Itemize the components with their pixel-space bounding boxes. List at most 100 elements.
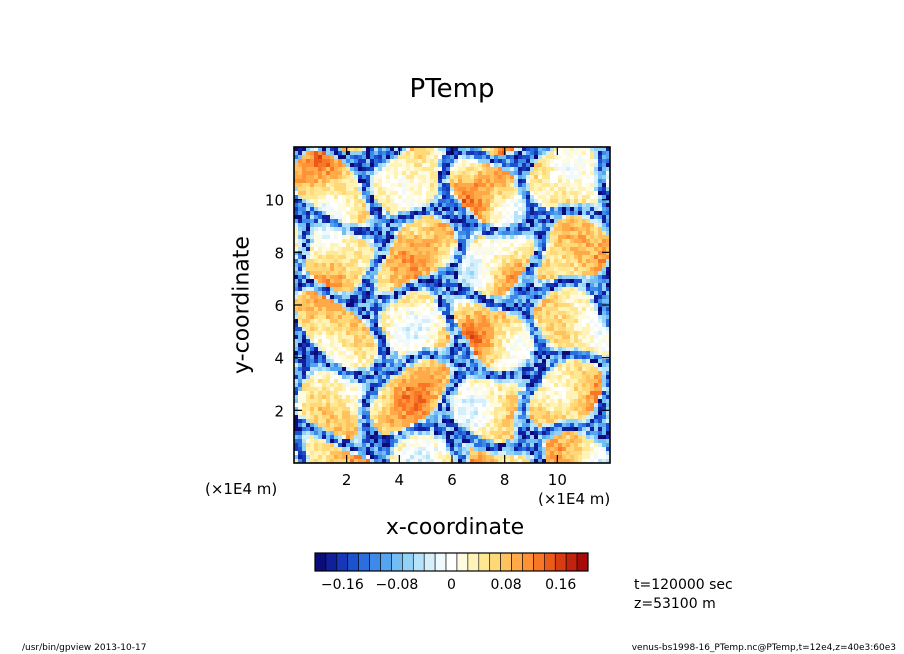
heatmap-cell: [358, 347, 363, 352]
heatmap-cell: [350, 419, 355, 424]
heatmap-cell: [470, 335, 475, 340]
heatmap-cell: [486, 351, 491, 356]
heatmap-cell: [470, 155, 475, 160]
heatmap-cell: [302, 239, 307, 244]
heatmap-cell: [522, 331, 527, 336]
heatmap-cell: [442, 295, 447, 300]
heatmap-cell: [506, 151, 511, 156]
heatmap-cell: [510, 351, 515, 356]
heatmap-cell: [294, 447, 299, 452]
heatmap-cell: [518, 447, 523, 452]
heatmap-cell: [502, 359, 507, 364]
heatmap-cell: [434, 287, 439, 292]
heatmap-cell: [506, 263, 511, 268]
heatmap-cell: [314, 443, 319, 448]
heatmap-cell: [410, 151, 415, 156]
heatmap-cell: [454, 271, 459, 276]
heatmap-cell: [446, 391, 451, 396]
heatmap-cell: [514, 151, 519, 156]
heatmap-cell: [518, 347, 523, 352]
heatmap-cell: [442, 311, 447, 316]
heatmap-cell: [422, 459, 427, 463]
heatmap-cell: [414, 227, 419, 232]
heatmap-cell: [346, 371, 351, 376]
heatmap-cell: [298, 211, 303, 216]
heatmap-cell: [514, 387, 519, 392]
heatmap-cell: [366, 255, 371, 260]
heatmap-cell: [314, 367, 319, 372]
heatmap-cell: [402, 283, 407, 288]
heatmap-cell: [462, 283, 467, 288]
heatmap-cell: [434, 399, 439, 404]
heatmap-cell: [398, 231, 403, 236]
heatmap-cell: [502, 179, 507, 184]
heatmap-cell: [370, 195, 375, 200]
heatmap-cell: [494, 327, 499, 332]
heatmap-cell: [414, 255, 419, 260]
heatmap-cell: [314, 231, 319, 236]
heatmap-cell: [538, 395, 543, 400]
heatmap-cell: [406, 331, 411, 336]
heatmap-cell: [306, 443, 311, 448]
heatmap-cell: [498, 275, 503, 280]
heatmap-cell: [346, 347, 351, 352]
heatmap-cell: [474, 163, 479, 168]
heatmap-cell: [374, 363, 379, 368]
heatmap-cell: [474, 459, 479, 463]
heatmap-cell: [338, 439, 343, 444]
heatmap-cell: [386, 151, 391, 156]
heatmap-cell: [518, 263, 523, 268]
heatmap-cell: [486, 279, 491, 284]
heatmap-cell: [490, 291, 495, 296]
heatmap-cell: [438, 435, 443, 440]
heatmap-cell: [430, 215, 435, 220]
heatmap-cell: [470, 203, 475, 208]
heatmap-cell: [326, 223, 331, 228]
heatmap-cell: [362, 419, 367, 424]
heatmap-cell: [390, 251, 395, 256]
heatmap-cell: [530, 327, 535, 332]
heatmap-cell: [458, 263, 463, 268]
heatmap-cell: [354, 159, 359, 164]
heatmap-cell: [454, 163, 459, 168]
heatmap-cell: [438, 427, 443, 432]
heatmap-cell: [474, 455, 479, 460]
heatmap-cell: [334, 259, 339, 264]
heatmap-cell: [490, 147, 495, 152]
heatmap-cell: [302, 391, 307, 396]
heatmap-cell: [370, 295, 375, 300]
heatmap-cell: [330, 351, 335, 356]
heatmap-cell: [426, 415, 431, 420]
heatmap-cell: [402, 459, 407, 463]
heatmap-cell: [402, 291, 407, 296]
heatmap-cell: [410, 251, 415, 256]
heatmap-cell: [378, 451, 383, 456]
heatmap-cell: [530, 427, 535, 432]
heatmap-cell: [410, 363, 415, 368]
heatmap-cell: [342, 179, 347, 184]
heatmap-cell: [382, 343, 387, 348]
heatmap-cell: [478, 311, 483, 316]
heatmap-cell: [330, 359, 335, 364]
heatmap-cell: [438, 367, 443, 372]
heatmap-cell: [434, 363, 439, 368]
heatmap-cell: [454, 247, 459, 252]
heatmap-cell: [486, 343, 491, 348]
heatmap-cell: [378, 267, 383, 272]
heatmap-cell: [298, 391, 303, 396]
heatmap-cell: [386, 187, 391, 192]
heatmap-cell: [318, 439, 323, 444]
heatmap-cell: [442, 351, 447, 356]
heatmap-cell: [430, 155, 435, 160]
heatmap-cell: [378, 207, 383, 212]
heatmap-cell: [486, 427, 491, 432]
heatmap-cell: [314, 219, 319, 224]
heatmap-cell: [354, 215, 359, 220]
heatmap-cell: [314, 375, 319, 380]
heatmap-cell: [446, 191, 451, 196]
heatmap-cell: [478, 275, 483, 280]
heatmap-cell: [490, 199, 495, 204]
heatmap-cell: [490, 243, 495, 248]
heatmap-cell: [418, 223, 423, 228]
heatmap-cell: [314, 159, 319, 164]
